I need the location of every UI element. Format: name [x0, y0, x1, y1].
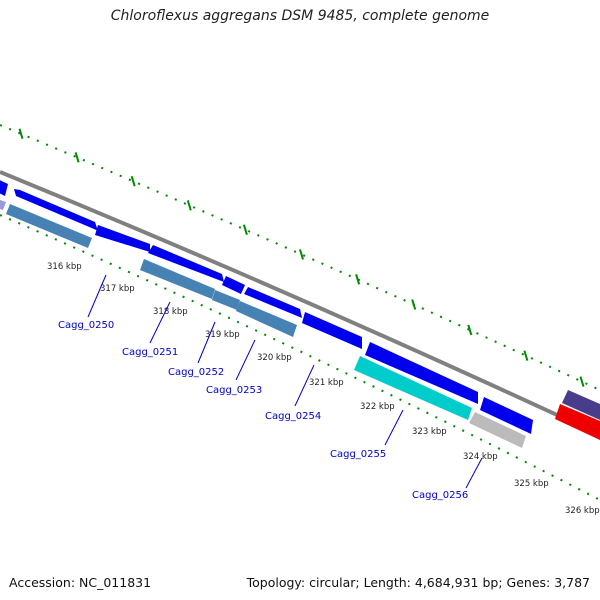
- gene-purple[interactable]: [562, 390, 600, 420]
- gene-reverse[interactable]: [236, 301, 297, 337]
- gene-forward[interactable]: [480, 397, 533, 434]
- gene-reverse[interactable]: [0, 200, 6, 210]
- leader-line: [384, 409, 404, 446]
- gene-label[interactable]: Cagg_0252: [168, 367, 224, 378]
- gene-forward[interactable]: [14, 189, 98, 231]
- ruler-label: 319 kbp: [205, 330, 240, 340]
- gene-label[interactable]: Cagg_0254: [265, 411, 321, 422]
- ruler-tick: [299, 249, 304, 260]
- gene-label[interactable]: Cagg_0251: [122, 347, 178, 358]
- ruler-labels: 316 kbp 317 kbp 318 kbp 319 kbp 320 kbp …: [47, 262, 600, 516]
- gene-forward[interactable]: [244, 287, 302, 318]
- gene-reverse[interactable]: [6, 204, 92, 248]
- ruler-tick: [130, 175, 136, 187]
- ruler-label: 322 kbp: [360, 402, 395, 412]
- ruler-label: 323 kbp: [412, 427, 447, 437]
- ruler-tick: [579, 376, 585, 387]
- ruler-label: 324 kbp: [463, 452, 498, 462]
- ruler-tick: [523, 350, 529, 361]
- outer-ruler-ticks: [18, 128, 585, 387]
- ruler-label: 325 kbp: [514, 479, 549, 489]
- gene-reverse[interactable]: [140, 259, 215, 299]
- gene-grey[interactable]: [469, 412, 526, 448]
- gene-forward[interactable]: [0, 178, 8, 196]
- inner-dotted-ruler: [0, 214, 600, 501]
- ruler-tick: [186, 200, 192, 211]
- ruler-label: 321 kbp: [309, 378, 344, 388]
- leader-line: [465, 457, 483, 489]
- leader-line: [235, 339, 256, 381]
- gene-forward[interactable]: [222, 276, 245, 294]
- gene-red[interactable]: [555, 404, 600, 440]
- leader-line: [294, 364, 315, 407]
- ruler-tick: [355, 274, 361, 285]
- genome-backbone: [0, 170, 600, 437]
- ruler-tick: [18, 128, 24, 140]
- gene-forward[interactable]: [302, 312, 362, 349]
- ruler-label: 317 kbp: [100, 284, 135, 294]
- gene-highlight[interactable]: [354, 356, 472, 420]
- accession-label: Accession: NC_011831: [9, 575, 152, 590]
- reverse-strand-genes: [0, 200, 526, 448]
- genome-summary: Topology: circular; Length: 4,684,931 bp…: [246, 575, 590, 590]
- gene-leader-lines: [87, 274, 483, 489]
- ruler-tick: [411, 299, 417, 310]
- ruler-label: 316 kbp: [47, 262, 82, 272]
- gene-reverse[interactable]: [212, 290, 240, 310]
- gene-label[interactable]: Cagg_0255: [330, 449, 386, 460]
- ruler-tick: [242, 224, 248, 236]
- gene-forward[interactable]: [365, 342, 478, 404]
- leader-line: [87, 274, 107, 318]
- gene-label[interactable]: Cagg_0250: [58, 320, 114, 331]
- outer-dotted-ruler: [0, 124, 600, 391]
- gene-forward[interactable]: [148, 245, 224, 282]
- gene-label[interactable]: Cagg_0256: [412, 490, 468, 501]
- ruler-label: 326 kbp: [565, 506, 600, 516]
- leader-line: [149, 301, 171, 344]
- ruler-tick: [467, 324, 473, 336]
- forward-strand-genes: [0, 178, 600, 440]
- leader-line: [197, 321, 216, 364]
- genome-title: Chloroflexus aggregans DSM 9485, complet…: [110, 8, 490, 24]
- ruler-tick: [74, 152, 80, 163]
- gene-forward[interactable]: [95, 225, 150, 252]
- ruler-label: 318 kbp: [153, 307, 188, 317]
- gene-labels: Cagg_0250 Cagg_0251 Cagg_0252 Cagg_0253 …: [58, 320, 468, 501]
- gene-label[interactable]: Cagg_0253: [206, 385, 262, 396]
- ruler-label: 320 kbp: [257, 353, 292, 363]
